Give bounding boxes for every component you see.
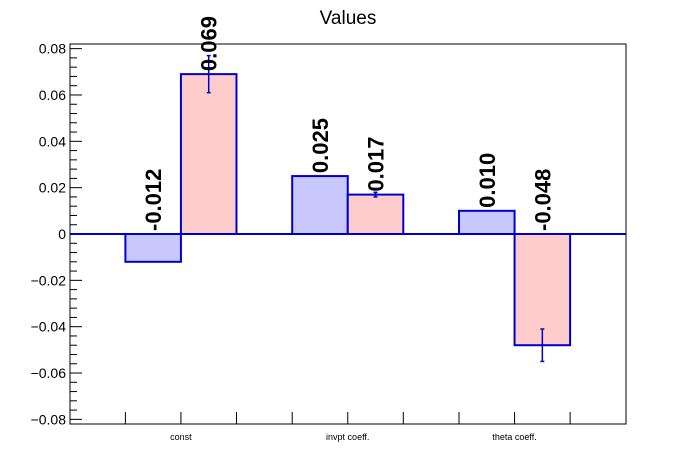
data-label: -0.048 <box>530 169 555 231</box>
data-label: 0.025 <box>308 118 333 173</box>
bar <box>124 233 182 263</box>
x-tick-label: invpt coeff. <box>326 432 369 442</box>
y-tick-label: −0.02 <box>31 272 67 288</box>
bar <box>458 209 516 236</box>
y-tick-label: −0.08 <box>31 411 67 427</box>
value-labels: -0.012 0.025 0.010 0.069 0.017 -0.048 <box>141 16 555 231</box>
x-tick-label: const <box>170 432 192 442</box>
data-label: 0.069 <box>197 16 222 71</box>
data-label: 0.010 <box>475 153 500 208</box>
x-axis: const invpt coeff. theta coeff. <box>124 412 571 442</box>
y-tick-label: 0.06 <box>39 87 66 103</box>
x-tick-label: theta coeff. <box>492 432 536 442</box>
y-tick-label: −0.04 <box>31 319 67 335</box>
y-tick-label: 0.02 <box>39 180 66 196</box>
y-tick-label: −0.06 <box>31 365 67 381</box>
y-tick-label: 0 <box>58 226 66 242</box>
data-label: -0.012 <box>141 169 166 231</box>
y-tick-label: 0.04 <box>39 133 66 149</box>
chart-title: Values <box>320 8 377 29</box>
bar <box>179 73 238 235</box>
data-label: 0.017 <box>364 137 389 192</box>
bar <box>291 175 349 235</box>
y-tick-label: 0.08 <box>39 41 66 57</box>
bar <box>346 193 405 235</box>
